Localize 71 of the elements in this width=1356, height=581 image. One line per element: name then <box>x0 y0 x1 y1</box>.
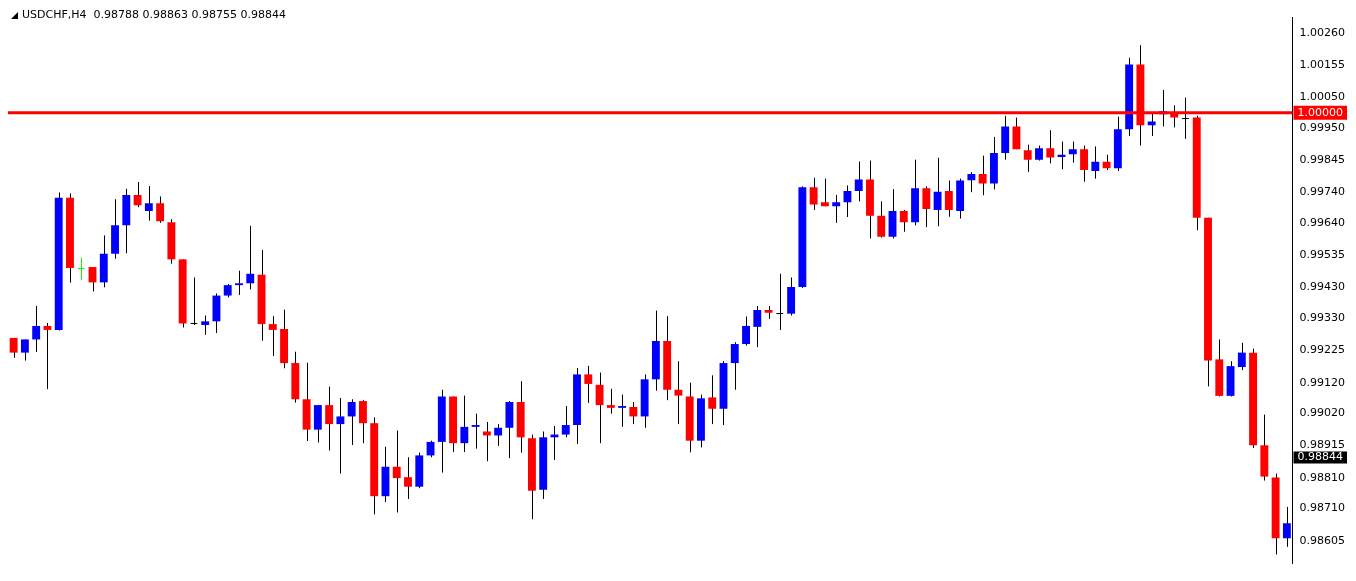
candlestick <box>347 398 356 446</box>
candlestick <box>854 160 863 202</box>
candlestick <box>144 185 153 222</box>
y-tick-label: 0.99740 <box>1299 185 1346 199</box>
candlestick <box>978 155 987 196</box>
y-tick-label: 0.98915 <box>1299 438 1346 452</box>
candlestick <box>20 338 29 362</box>
y-tick-label: 1.00050 <box>1299 90 1346 104</box>
candlestick <box>832 194 841 224</box>
text: 0.98844 <box>1297 450 1344 464</box>
candlestick <box>708 374 717 425</box>
y-tick-label: 0.99430 <box>1299 280 1346 294</box>
candlestick <box>336 397 345 475</box>
candlestick <box>460 395 469 453</box>
candlestick <box>133 181 142 208</box>
candlestick <box>877 200 886 239</box>
candlestick <box>268 315 277 357</box>
candlestick <box>1068 141 1077 164</box>
candlestick <box>494 423 503 447</box>
y-tick-label: 0.99330 <box>1299 311 1346 325</box>
ref-line-label: 1.00000 <box>1297 105 1344 119</box>
y-tick-label: 0.98810 <box>1299 470 1346 484</box>
candlestick <box>730 341 739 391</box>
candlestick <box>392 430 401 513</box>
candlestick <box>674 360 683 425</box>
candlestick <box>933 157 942 227</box>
candlestick <box>471 413 480 450</box>
candlestick <box>32 305 41 353</box>
candlestick <box>809 177 818 211</box>
candlestick <box>482 421 491 462</box>
candlestick <box>77 257 86 281</box>
candlestick <box>584 365 593 404</box>
candlestick <box>1237 342 1246 371</box>
candlestick <box>1080 145 1088 183</box>
candlestick <box>404 456 412 500</box>
candlestick <box>922 185 931 228</box>
y-tick-label: 0.99225 <box>1299 343 1346 357</box>
y-tick-label: 1.00260 <box>1299 25 1346 39</box>
y-tick-label: 1.00155 <box>1299 58 1346 72</box>
candlestick <box>899 209 908 233</box>
y-tick-label: 0.99950 <box>1299 120 1346 134</box>
y-tick-label: 0.99845 <box>1299 153 1346 167</box>
candlestick <box>944 180 953 218</box>
y-tick-label: 0.98710 <box>1299 501 1346 515</box>
candlestick <box>618 394 627 428</box>
candlestick <box>629 401 638 425</box>
y-tick-label: 0.99020 <box>1299 406 1346 420</box>
candlestick <box>967 171 976 193</box>
y-tick-label: 0.99640 <box>1299 216 1346 230</box>
candlestick <box>1023 144 1032 173</box>
candlestick <box>606 388 615 415</box>
chart-title: USDCHF,H4 0.98788 0.98863 0.98755 0.98844 <box>22 7 286 21</box>
y-tick-label: 0.98605 <box>1299 533 1346 547</box>
y-tick-label: 0.99120 <box>1299 375 1346 389</box>
candlestick <box>775 273 784 331</box>
candlestick <box>843 184 852 218</box>
candlestick <box>358 399 367 444</box>
candlestick <box>325 386 334 451</box>
candlestick <box>1091 145 1100 180</box>
candlestick <box>156 195 165 224</box>
candlestick <box>201 315 210 336</box>
candlestick <box>246 225 255 290</box>
y-tick-label: 0.99535 <box>1299 248 1346 262</box>
candlestick <box>43 322 52 390</box>
candlestick <box>742 315 750 347</box>
candlestick <box>235 270 243 296</box>
candlestick <box>820 178 829 207</box>
candlestick <box>1181 97 1190 140</box>
candlestick <box>561 405 570 438</box>
candlestick <box>1046 129 1055 164</box>
candlestick <box>753 305 762 348</box>
